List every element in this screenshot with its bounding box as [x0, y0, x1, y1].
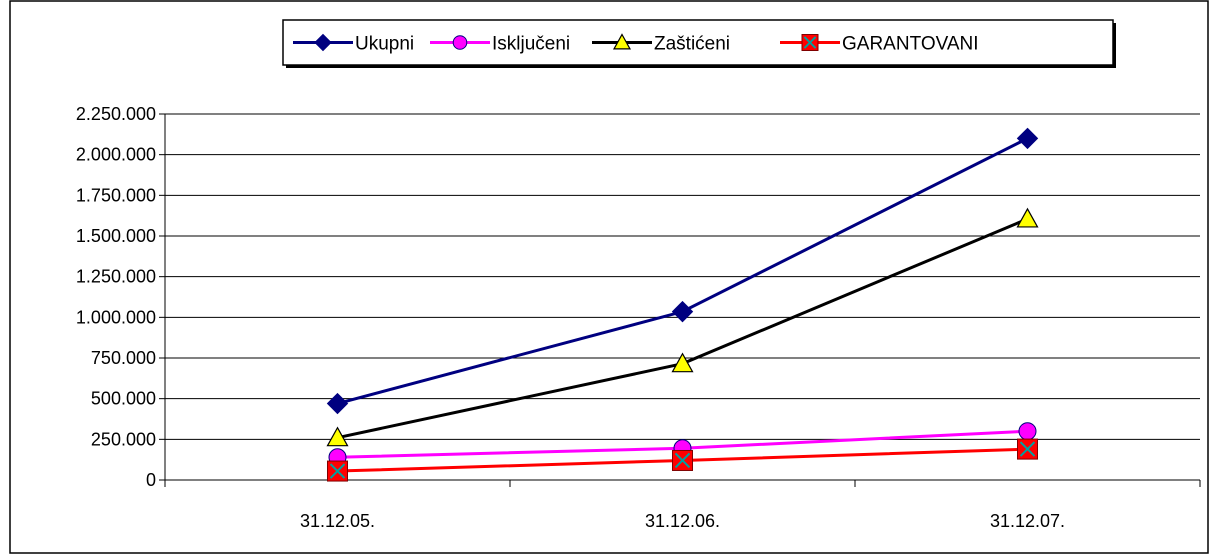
legend-item-3: GARANTOVANI [780, 34, 979, 55]
y-axis-ticks: 0 250.000 500.000 750.000 1.000.000 1.250.000… [76, 104, 156, 490]
series-0 [326, 127, 1039, 415]
y-tick-label: 500.000 [91, 389, 156, 409]
series-2 [326, 207, 1039, 447]
y-tick-label: 1.750.000 [76, 185, 156, 205]
square-x-marker [327, 460, 348, 482]
square-x-marker [1017, 438, 1038, 460]
circle-marker [452, 35, 468, 50]
legend: Ukupni Isključeni Zaštićeni GARANTOVANI [282, 19, 1116, 68]
y-tick-label: 0 [146, 470, 156, 490]
legend-label: Zaštićeni [654, 34, 730, 55]
x-tick-label: 31.12.07. [990, 511, 1065, 531]
square-x-marker [801, 34, 819, 51]
legend-box [282, 19, 1114, 66]
square-x-marker [672, 449, 693, 471]
legend-item-0: Ukupni [293, 34, 414, 55]
y-tick-label: 2.250.000 [76, 104, 156, 124]
x-axis-ticks: 31.12.05. 31.12.06. 31.12.07. [300, 511, 1065, 531]
legend-item-1: Isključeni [430, 34, 570, 55]
diamond-marker [326, 392, 349, 415]
series-3 [327, 438, 1038, 482]
y-tick-label: 1.250.000 [76, 267, 156, 287]
y-tick-label: 250.000 [91, 429, 156, 449]
triangle-marker [671, 352, 694, 373]
legend-label: Ukupni [355, 34, 414, 55]
x-tick-label: 31.12.06. [645, 511, 720, 531]
legend-item-2: Zaštićeni [592, 33, 730, 55]
triangle-marker [1016, 207, 1039, 228]
triangle-marker [612, 33, 632, 50]
x-tick-label: 31.12.05. [300, 511, 375, 531]
series-group [326, 127, 1039, 482]
y-tick-label: 2.000.000 [76, 145, 156, 165]
diamond-marker [314, 33, 332, 52]
y-tick-label: 1.000.000 [76, 307, 156, 327]
legend-label: Isključeni [492, 34, 570, 55]
y-tick-label: 750.000 [91, 348, 156, 368]
diamond-marker [1016, 127, 1039, 150]
y-tick-label: 1.500.000 [76, 226, 156, 246]
legend-label: GARANTOVANI [842, 34, 979, 55]
diamond-marker [671, 300, 694, 323]
triangle-marker [326, 426, 349, 447]
circle-marker [1018, 422, 1037, 441]
